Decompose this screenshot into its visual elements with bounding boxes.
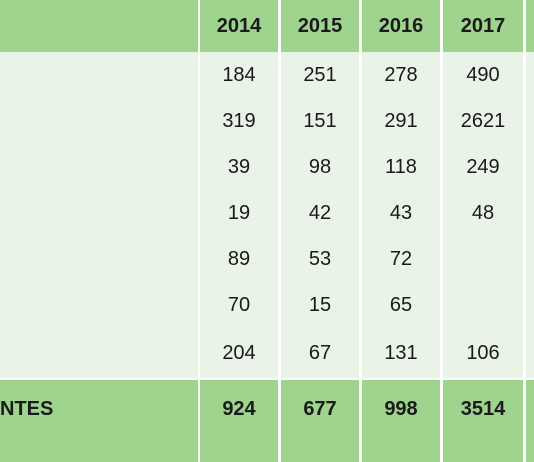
table-cell: 67 — [281, 328, 359, 378]
table-cell: 65 — [362, 282, 440, 328]
table-cell — [526, 236, 534, 282]
table-cell: 291 — [362, 98, 440, 144]
table-cell: 251 — [281, 52, 359, 98]
table-cell — [526, 190, 534, 236]
row-label-cell — [0, 98, 198, 144]
table-cell: 98 — [281, 144, 359, 190]
table-cell: 2621 — [443, 98, 523, 144]
table-cell — [526, 52, 534, 98]
header-year-cell — [526, 0, 534, 52]
table-cell: 19 — [200, 190, 278, 236]
table-cell — [526, 282, 534, 328]
total-value-cell: 677 — [281, 380, 359, 462]
row-label-cell — [0, 236, 198, 282]
table-cell — [526, 328, 534, 378]
table-cell: 53 — [281, 236, 359, 282]
table-cell: 204 — [200, 328, 278, 378]
table-cell: 43 — [362, 190, 440, 236]
header-year-cell: 2015 — [281, 0, 359, 52]
table-cell: 72 — [362, 236, 440, 282]
table-cell: 131 — [362, 328, 440, 378]
total-label-cell: NTES — [0, 380, 198, 462]
table-cell: 118 — [362, 144, 440, 190]
total-value-cell: 998 — [362, 380, 440, 462]
total-value-cell: 924 — [200, 380, 278, 462]
table-cell: 278 — [362, 52, 440, 98]
total-value-cell — [526, 380, 534, 462]
table-cell: 490 — [443, 52, 523, 98]
table-cell: 319 — [200, 98, 278, 144]
header-year-cell: 2016 — [362, 0, 440, 52]
table-cell: 106 — [443, 328, 523, 378]
table-cell — [443, 236, 523, 282]
row-label-cell — [0, 52, 198, 98]
table-cell: 48 — [443, 190, 523, 236]
table-cell — [526, 98, 534, 144]
table-cell: 151 — [281, 98, 359, 144]
row-label-cell — [0, 190, 198, 236]
row-label-cell — [0, 282, 198, 328]
total-value-cell: 3514 — [443, 380, 523, 462]
table-cell — [526, 144, 534, 190]
table-cell: 42 — [281, 190, 359, 236]
header-year-cell: 2014 — [200, 0, 278, 52]
table-cell: 249 — [443, 144, 523, 190]
table-cell: 89 — [200, 236, 278, 282]
table-cell: 70 — [200, 282, 278, 328]
table-cell: 184 — [200, 52, 278, 98]
table-cell: 39 — [200, 144, 278, 190]
row-label-cell — [0, 144, 198, 190]
table-cell: 15 — [281, 282, 359, 328]
header-year-cell: 2017 — [443, 0, 523, 52]
header-label-cell — [0, 0, 198, 52]
table-cell — [443, 282, 523, 328]
row-label-cell — [0, 328, 198, 378]
